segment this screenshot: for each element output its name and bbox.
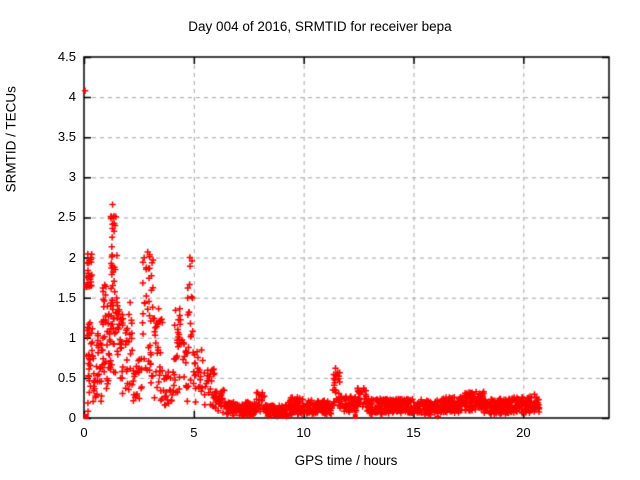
y-tick-label: 0.5 xyxy=(57,369,76,385)
x-tick-label: 10 xyxy=(296,425,311,440)
y-tick-label: 3 xyxy=(68,169,76,185)
chart-title: Day 004 of 2016, SRMTID for receiver bep… xyxy=(188,19,452,34)
x-tick-label: 20 xyxy=(516,425,531,440)
x-tick-label: 0 xyxy=(80,425,88,440)
y-tick-label: 1 xyxy=(68,329,76,345)
y-tick-label: 0 xyxy=(68,410,76,425)
x-axis-label: GPS time / hours xyxy=(294,453,398,468)
x-tick-label: 15 xyxy=(406,425,421,440)
y-tick-label: 1.5 xyxy=(57,289,76,305)
y-tick-label: 4.5 xyxy=(57,49,76,64)
y-tick-label: 2.5 xyxy=(57,209,76,225)
y-axis-label: SRMTID / TECUs xyxy=(3,86,19,193)
y-tick-label: 3.5 xyxy=(57,129,76,145)
y-tick-label: 2 xyxy=(68,249,76,265)
y-tick-label: 4 xyxy=(68,89,76,105)
x-tick-label: 5 xyxy=(190,425,198,440)
